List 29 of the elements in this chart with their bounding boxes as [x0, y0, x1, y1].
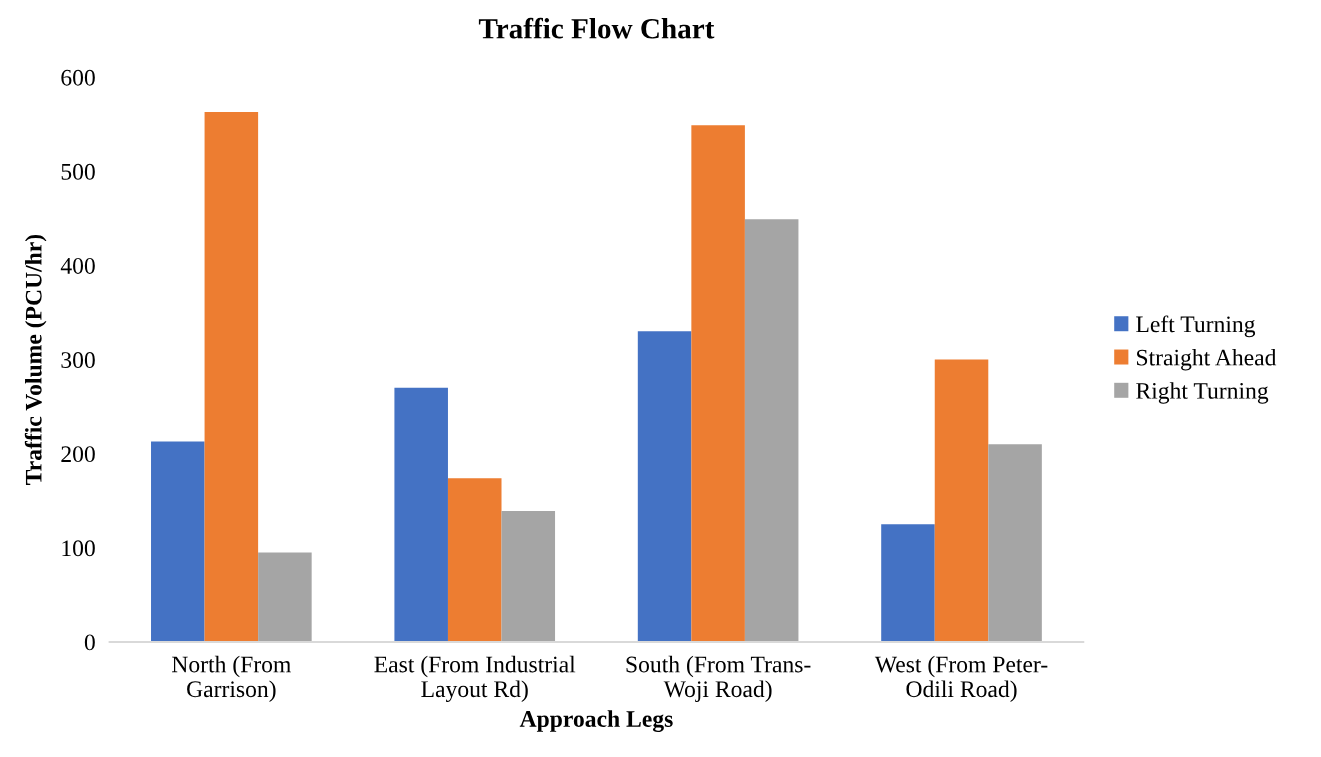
y-tick-label: 200 — [61, 446, 95, 463]
y-tick-label: 500 — [61, 163, 95, 180]
bar — [394, 387, 448, 642]
y-tick-label: 600 — [61, 69, 95, 86]
bar — [691, 125, 745, 642]
bar — [934, 359, 989, 642]
bar — [637, 331, 692, 642]
legend-label: Right Turning — [1136, 382, 1269, 404]
bar — [881, 524, 935, 642]
bar — [204, 112, 259, 642]
legend-label: Straight Ahead — [1137, 348, 1277, 371]
x-axis-title: Approach Legs — [519, 710, 673, 732]
y-tick-label: 300 — [61, 352, 95, 368]
bar — [258, 552, 312, 642]
x-tick-label: East (From Industrial Layout Rd) — [374, 655, 576, 702]
y-tick-label: 0 — [84, 634, 95, 651]
bar — [151, 441, 205, 642]
y-axis-title: Traffic Volume (PCU/hr) — [24, 234, 47, 485]
bar — [501, 511, 556, 642]
x-tick-label: South (From Trans- Woji Road) — [626, 655, 811, 702]
x-tick-label: West (From Peter- Odili Road) — [874, 655, 1048, 702]
chart-title: Traffic Flow Chart — [478, 17, 715, 39]
legend-label: Left Turning — [1136, 315, 1256, 338]
bar — [447, 478, 502, 642]
x-tick-label: North (From Garrison) — [172, 655, 291, 702]
y-tick-label: 400 — [60, 257, 95, 274]
bar — [988, 444, 1042, 642]
y-tick-label: 100 — [62, 540, 95, 557]
bar — [744, 219, 799, 642]
